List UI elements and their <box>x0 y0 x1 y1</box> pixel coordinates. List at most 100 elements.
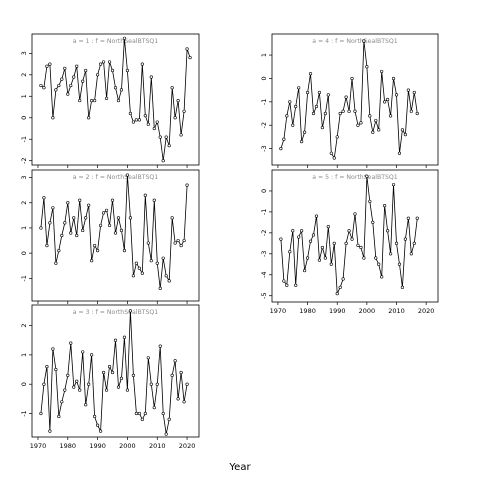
data-point <box>51 206 55 210</box>
data-point <box>173 116 177 120</box>
data-point <box>383 204 387 208</box>
data-point <box>101 60 106 64</box>
data-point <box>300 140 304 144</box>
data-point <box>362 39 366 43</box>
data-point <box>167 144 171 148</box>
data-point <box>110 68 115 73</box>
data-point <box>320 125 324 130</box>
data-point <box>107 365 112 369</box>
data-point <box>397 262 402 266</box>
data-point <box>134 261 138 265</box>
data-point <box>285 114 289 118</box>
data-point <box>84 403 88 407</box>
data-point <box>182 400 186 404</box>
data-point <box>98 429 103 433</box>
data-point <box>42 86 46 90</box>
data-point <box>149 259 153 263</box>
data-point <box>140 62 144 66</box>
data-point <box>152 126 156 131</box>
data-point <box>161 159 165 163</box>
data-point <box>101 211 106 215</box>
data-point <box>400 285 405 289</box>
data-point <box>297 86 301 90</box>
data-point <box>344 241 348 245</box>
data-point <box>137 118 141 122</box>
data-point <box>353 212 357 216</box>
data-point <box>54 367 58 372</box>
data-point <box>311 111 316 116</box>
data-point <box>39 411 43 416</box>
x-tick-label: 1980 <box>60 442 77 450</box>
data-point <box>155 382 159 386</box>
data-point <box>143 114 147 118</box>
data-point <box>140 417 144 422</box>
data-point <box>69 83 73 88</box>
data-point <box>125 173 130 177</box>
data-point <box>45 365 49 369</box>
data-point <box>170 373 174 378</box>
data-point <box>377 262 381 266</box>
data-point <box>158 344 162 348</box>
data-point <box>81 79 85 83</box>
data-point <box>54 88 58 92</box>
data-point <box>75 233 79 238</box>
data-point <box>305 256 310 260</box>
series-line <box>40 310 188 435</box>
y-tick-label: -2 <box>260 230 268 236</box>
data-point <box>329 262 333 266</box>
data-point <box>365 65 369 69</box>
data-point <box>374 256 378 260</box>
data-point <box>119 228 124 233</box>
data-point <box>350 76 354 81</box>
data-point <box>288 100 292 104</box>
x-tick-label: 1970 <box>30 442 47 450</box>
data-point <box>125 388 130 392</box>
data-point <box>51 116 55 120</box>
data-point <box>329 151 333 155</box>
data-point <box>140 271 144 275</box>
data-point <box>119 88 124 92</box>
y-tick-label: -1 <box>20 410 28 416</box>
data-point <box>60 77 64 81</box>
data-point <box>409 109 413 113</box>
data-point <box>113 338 118 342</box>
data-point <box>314 104 319 109</box>
data-point <box>282 279 286 283</box>
data-point <box>57 249 61 253</box>
x-tick-label: 2000 <box>119 442 136 450</box>
data-point <box>134 118 138 122</box>
data-point <box>294 283 298 287</box>
data-point <box>185 183 189 187</box>
data-point <box>406 88 410 92</box>
data-point <box>388 252 393 256</box>
data-point <box>383 100 387 104</box>
y-tick-label: -3 <box>260 251 268 257</box>
data-point <box>98 62 103 66</box>
data-point <box>104 388 109 392</box>
data-point <box>332 241 336 245</box>
data-point <box>39 226 43 230</box>
data-point <box>297 235 301 239</box>
y-tick-label: 3 <box>20 51 28 55</box>
data-point <box>179 243 183 248</box>
data-point <box>69 341 73 345</box>
data-point <box>42 382 46 386</box>
data-point <box>412 241 416 245</box>
panel-title: a = 4 : f = NorthSealBTSQ1 <box>312 38 398 45</box>
y-tick-label: 2 <box>20 73 28 77</box>
panel-frame <box>31 169 200 302</box>
data-point <box>87 116 91 120</box>
x-tick-label: 1990 <box>89 442 106 450</box>
data-point <box>380 69 384 74</box>
data-point <box>131 274 135 278</box>
data-point <box>69 231 73 235</box>
data-point <box>371 220 375 224</box>
panel-3: a = 3 : f = NorthSealBTSQ1 -1 0 1 2 1970 1980 1… <box>20 304 200 450</box>
data-point <box>84 216 88 220</box>
data-point <box>394 241 399 245</box>
data-point <box>45 243 49 248</box>
data-point <box>110 198 115 202</box>
data-point <box>344 95 348 99</box>
data-point <box>90 353 94 357</box>
